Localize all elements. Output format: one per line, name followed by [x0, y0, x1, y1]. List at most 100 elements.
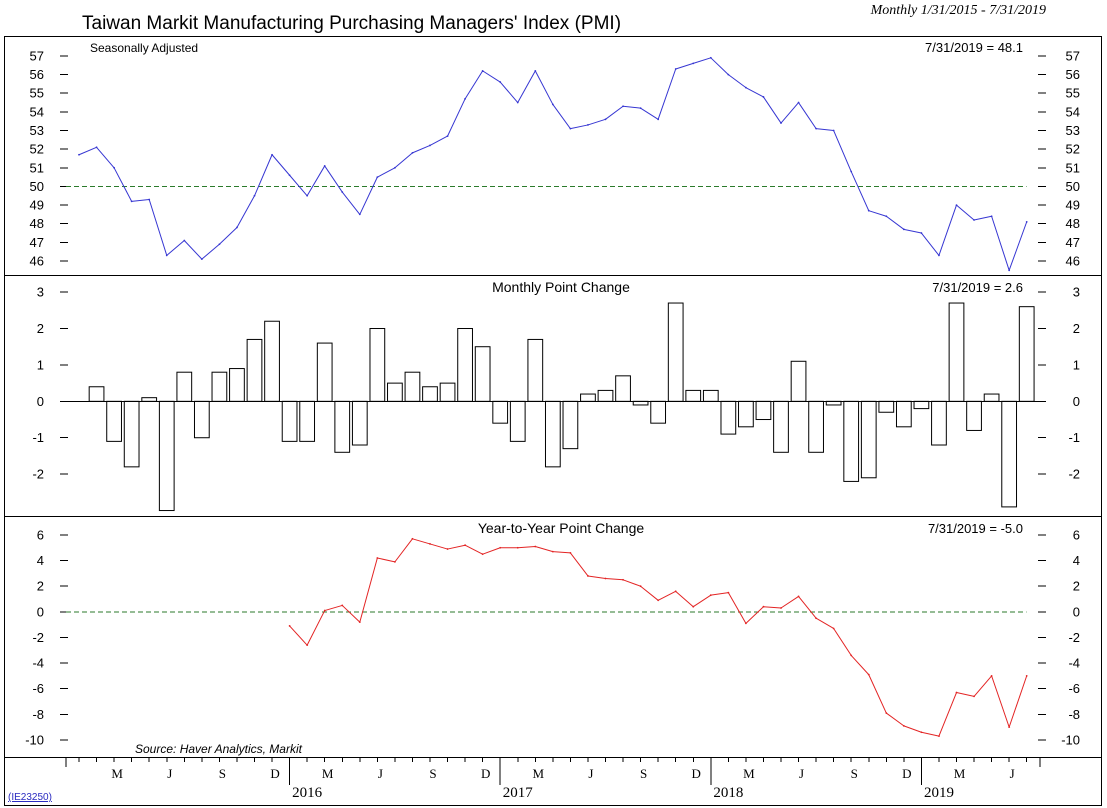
y-tick-label-left: 50 — [30, 179, 44, 194]
chart-code-link[interactable]: (IE23250) — [8, 792, 52, 803]
y-tick-label-right: 53 — [1066, 123, 1080, 138]
bar — [1018, 306, 1035, 402]
yoy-change-point — [587, 575, 589, 577]
pmi-level-point — [200, 258, 203, 261]
pmi-level-point — [376, 176, 379, 179]
monthly-change-last-value: 7/31/2019 = 2.6 — [932, 280, 1023, 295]
yoy-change-point — [832, 627, 835, 630]
bar — [948, 302, 965, 402]
pmi-level-point — [218, 243, 221, 246]
bar — [509, 400, 526, 442]
bar — [966, 400, 982, 431]
month-label: D — [270, 766, 279, 781]
yoy-change-point — [674, 590, 677, 593]
bar — [211, 371, 228, 402]
bar — [334, 400, 351, 453]
x-axis: M J S D M J S D M J S D M J S D M J 2016 2017 2018 2019 — [65, 757, 1041, 801]
month-label: M — [743, 766, 755, 781]
bar — [264, 320, 280, 402]
yoy-change-point — [657, 599, 660, 602]
year-label: 2016 — [292, 785, 323, 801]
y-tick-label-left: 48 — [30, 216, 44, 231]
yoy-change-point — [692, 605, 695, 608]
bar — [299, 400, 316, 442]
month-label: S — [851, 766, 858, 781]
bar — [773, 400, 789, 453]
bar — [387, 382, 403, 402]
yoy-change-point — [727, 591, 730, 594]
pmi-level-point — [113, 166, 115, 169]
bar — [913, 400, 930, 410]
y-tick-label-right: -4 — [1068, 656, 1080, 671]
bar — [351, 400, 368, 446]
y-tick-label-right: -2 — [1068, 467, 1080, 482]
yoy-change-point — [534, 545, 537, 548]
bar — [702, 389, 719, 402]
pmi-level-point — [148, 198, 151, 201]
bar — [246, 338, 263, 402]
bar — [88, 386, 105, 402]
y-tick-label-left: -8 — [32, 707, 44, 722]
yoy-change-point — [376, 557, 379, 559]
y-tick-label-left: 3 — [37, 285, 44, 300]
yoy-change-point — [973, 695, 975, 698]
pmi-level-point — [323, 165, 326, 167]
bar — [422, 386, 438, 402]
y-tick-label-right: 49 — [1066, 198, 1080, 213]
level-last-value: 7/31/2019 = 48.1 — [925, 40, 1023, 55]
chart-frame — [4, 36, 1102, 806]
yoy-change-point — [920, 731, 923, 734]
y-tick-label-left: 53 — [30, 123, 44, 138]
bar — [1001, 400, 1018, 508]
bar — [439, 382, 456, 402]
y-tick-label-right: 2 — [1073, 579, 1080, 594]
bar — [527, 338, 544, 402]
y-tick-label-right: 56 — [1066, 67, 1080, 82]
pmi-level-point — [1025, 220, 1028, 223]
yoy-change-point — [622, 578, 624, 581]
bar — [123, 400, 140, 468]
pmi-level-point — [130, 200, 133, 203]
bar — [983, 393, 1000, 402]
month-label: J — [588, 766, 593, 781]
month-label: D — [481, 766, 490, 781]
y-tick-label-right: 0 — [1073, 394, 1080, 409]
bar — [457, 328, 473, 402]
pmi-level-point — [411, 151, 414, 154]
bar — [790, 360, 807, 402]
y-tick-label-left: 52 — [30, 142, 44, 157]
pmi-level-point — [288, 174, 291, 177]
yoy-change-point — [288, 625, 291, 627]
y-tick-label-left: 55 — [30, 86, 44, 101]
pmi-level-point — [569, 127, 572, 130]
y-tick-label-right: 6 — [1073, 527, 1080, 542]
y-tick-label-left: 0 — [37, 394, 44, 409]
pmi-level-point — [499, 81, 502, 83]
pmi-level-point — [236, 226, 238, 229]
yoy-change-point — [341, 604, 344, 607]
yoy-change-point — [815, 617, 817, 620]
y-tick-label-left: 6 — [37, 527, 44, 542]
yoy-change-point — [762, 605, 765, 608]
pmi-level-point — [587, 124, 589, 126]
yoy-change-point — [604, 577, 607, 580]
bar — [597, 389, 614, 402]
y-tick-label-left: 56 — [30, 67, 44, 82]
bar — [474, 346, 491, 402]
pmi-level-point — [358, 213, 361, 216]
pmi-level-point — [727, 73, 730, 76]
year-label: 2018 — [713, 785, 743, 801]
y-tick-label-left: 57 — [30, 48, 44, 63]
pmi-level-point — [464, 97, 466, 100]
pmi-level-point — [429, 144, 431, 147]
month-label: M — [954, 766, 966, 781]
yoy-change-point — [551, 550, 554, 553]
y-tick-label-right: 54 — [1066, 104, 1080, 119]
y-tick-label-right: 3 — [1073, 285, 1080, 300]
pmi-level-point — [867, 209, 870, 212]
y-tick-label-right: -6 — [1068, 681, 1080, 696]
y-tick-label-right: 47 — [1066, 235, 1080, 250]
bar — [808, 400, 824, 453]
y-tick-label-left: 2 — [37, 321, 44, 336]
yoy-change-point — [990, 674, 993, 677]
